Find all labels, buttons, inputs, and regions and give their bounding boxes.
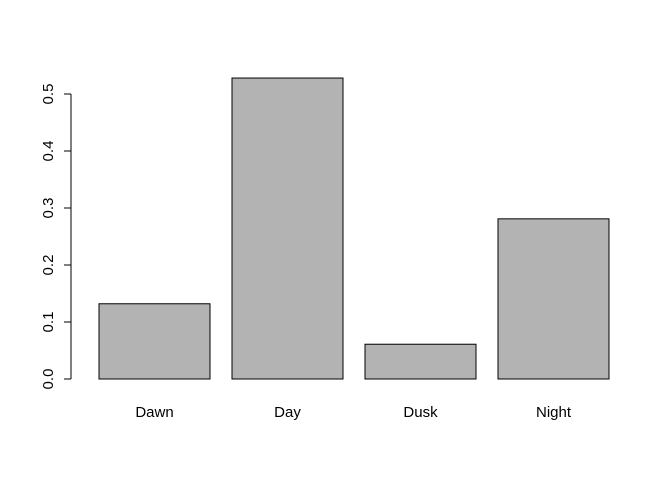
x-axis-labels: Dawn Day Dusk Night xyxy=(135,404,572,421)
y-axis: 0.0 0.1 0.2 0.3 0.4 0.5 xyxy=(40,84,72,390)
x-tick-label-dusk: Dusk xyxy=(403,404,438,421)
y-tick-label: 0.5 xyxy=(40,84,57,105)
y-tick-label: 0.0 xyxy=(40,369,57,390)
bar-night xyxy=(497,218,610,380)
bar-day xyxy=(231,77,344,380)
y-tick-label: 0.2 xyxy=(40,255,57,276)
bars-group xyxy=(98,77,610,380)
y-tick-label: 0.4 xyxy=(40,141,57,162)
x-tick-label-night: Night xyxy=(536,404,572,421)
y-tick-label: 0.3 xyxy=(40,198,57,219)
bar-dusk xyxy=(364,343,477,380)
x-tick-label-dawn: Dawn xyxy=(135,404,173,421)
x-tick-label-day: Day xyxy=(274,404,301,421)
bar-dawn xyxy=(98,303,211,380)
y-tick-label: 0.1 xyxy=(40,312,57,333)
